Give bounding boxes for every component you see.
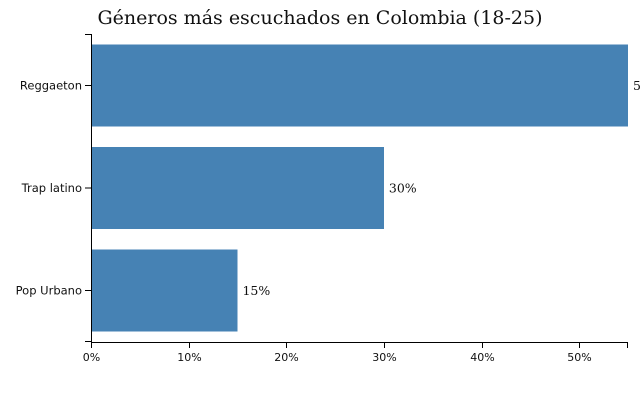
value-label: 15%	[242, 283, 270, 298]
chart-title: Géneros más escuchados en Colombia (18-2…	[97, 7, 542, 29]
x-tick-label: 0%	[83, 351, 100, 364]
value-labels-layer: 55% 30% 15%	[242, 78, 640, 298]
x-tick-label: 30%	[372, 351, 396, 364]
bar-pop-urbano	[91, 249, 238, 332]
category-label: Pop Urbano	[16, 284, 82, 298]
x-axis: 0% 10% 20% 30% 40% 50%	[83, 342, 628, 364]
y-axis: Reggaeton Trap latino Pop Urbano	[16, 34, 92, 342]
x-tick-label: 10%	[177, 351, 201, 364]
value-label: 55%	[633, 78, 640, 93]
bar-trap-latino	[91, 146, 384, 230]
category-label: Reggaeton	[20, 78, 82, 92]
bar-reggaeton	[91, 44, 628, 127]
category-label: Trap latino	[21, 181, 82, 195]
x-tick-label: 40%	[470, 351, 494, 364]
bars-layer	[91, 44, 628, 332]
value-label: 30%	[389, 181, 417, 196]
x-tick-label: 50%	[567, 351, 591, 364]
x-tick-label: 20%	[274, 351, 298, 364]
